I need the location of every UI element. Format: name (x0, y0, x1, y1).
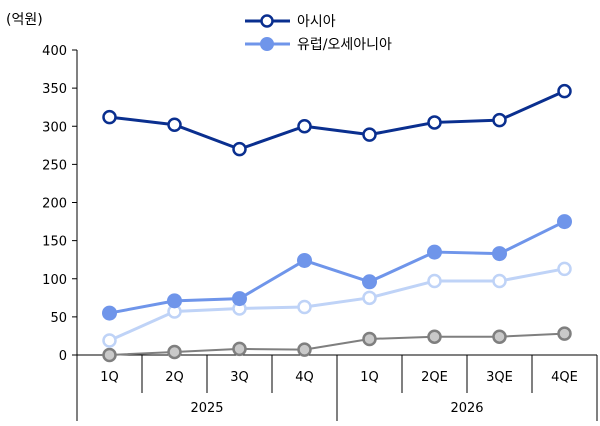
data-point-series-0 (232, 141, 247, 157)
x-group-label: 2026 (450, 401, 483, 416)
data-point-series-2 (427, 273, 442, 289)
y-tick-label: 300 (42, 120, 67, 135)
x-tick-label: 3QE (486, 370, 513, 385)
data-point-series-3 (167, 344, 182, 360)
y-tick-label: 0 (59, 349, 67, 364)
legend-swatch-marker-europe-oceania (260, 37, 274, 51)
legend-label-europe-oceania: 유럽/오세아니아 (297, 37, 392, 53)
series-line-1 (109, 220, 566, 315)
data-point-series-2 (362, 290, 377, 306)
series-line-0 (109, 89, 566, 151)
x-tick-label: 2Q (165, 370, 184, 385)
data-point-series-0 (102, 109, 117, 125)
data-point-series-1 (362, 274, 377, 290)
data-point-series-1 (297, 252, 312, 268)
data-point-series-0 (167, 117, 182, 132)
axes: 0 50 100 150 200 250 300 350 400 1Q 2Q 3Q 4Q 1Q 2QE 3QE… (42, 44, 598, 421)
series-line-2 (108, 267, 565, 342)
data-point-series-3 (102, 347, 117, 363)
legend: 아시아 유럽/오세아니아 (245, 14, 392, 53)
y-tick-label: 400 (42, 44, 67, 59)
data-point-series-0 (492, 112, 507, 128)
x-tick-label: 3Q (230, 370, 249, 385)
data-point-series-1 (232, 291, 247, 307)
data-point-series-0 (557, 83, 572, 99)
x-tick-label: 4Q (295, 370, 314, 385)
x-tick-label: 1Q (360, 370, 379, 385)
data-point-series-2 (492, 273, 507, 289)
data-point-series-2 (102, 333, 117, 348)
x-tick-label: 4QE (551, 370, 578, 385)
y-tick-label: 50 (50, 311, 67, 326)
y-tick-label: 150 (42, 235, 67, 250)
data-point-series-3 (362, 331, 377, 347)
data-point-series-2 (297, 299, 312, 315)
data-point-series-3 (427, 329, 442, 344)
data-point-series-0 (362, 127, 377, 142)
data-point-series-1 (427, 244, 442, 260)
legend-label-asia: 아시아 (297, 14, 336, 30)
data-point-series-1 (492, 246, 507, 262)
x-tick-label: 1Q (100, 370, 119, 385)
series-layer (102, 83, 572, 363)
x-tick-label: 2QE (421, 370, 448, 385)
legend-swatch-marker-asia (260, 14, 274, 28)
y-tick-label: 200 (42, 197, 67, 212)
y-tick-label: 350 (42, 82, 67, 97)
y-tick-label: 100 (42, 273, 67, 288)
data-point-series-3 (492, 329, 507, 344)
data-point-series-3 (297, 342, 312, 357)
y-axis-unit-label: (억원) (6, 12, 43, 28)
data-point-series-2 (557, 261, 572, 277)
data-point-series-1 (102, 305, 117, 321)
data-point-series-1 (557, 214, 572, 230)
data-point-series-1 (167, 293, 182, 309)
series-line-3 (109, 332, 565, 356)
x-group-label: 2025 (190, 401, 223, 416)
y-tick-label: 250 (42, 158, 67, 173)
data-point-series-3 (557, 326, 572, 341)
data-point-series-0 (297, 119, 312, 134)
data-point-series-0 (427, 115, 442, 130)
data-point-series-3 (232, 341, 247, 357)
